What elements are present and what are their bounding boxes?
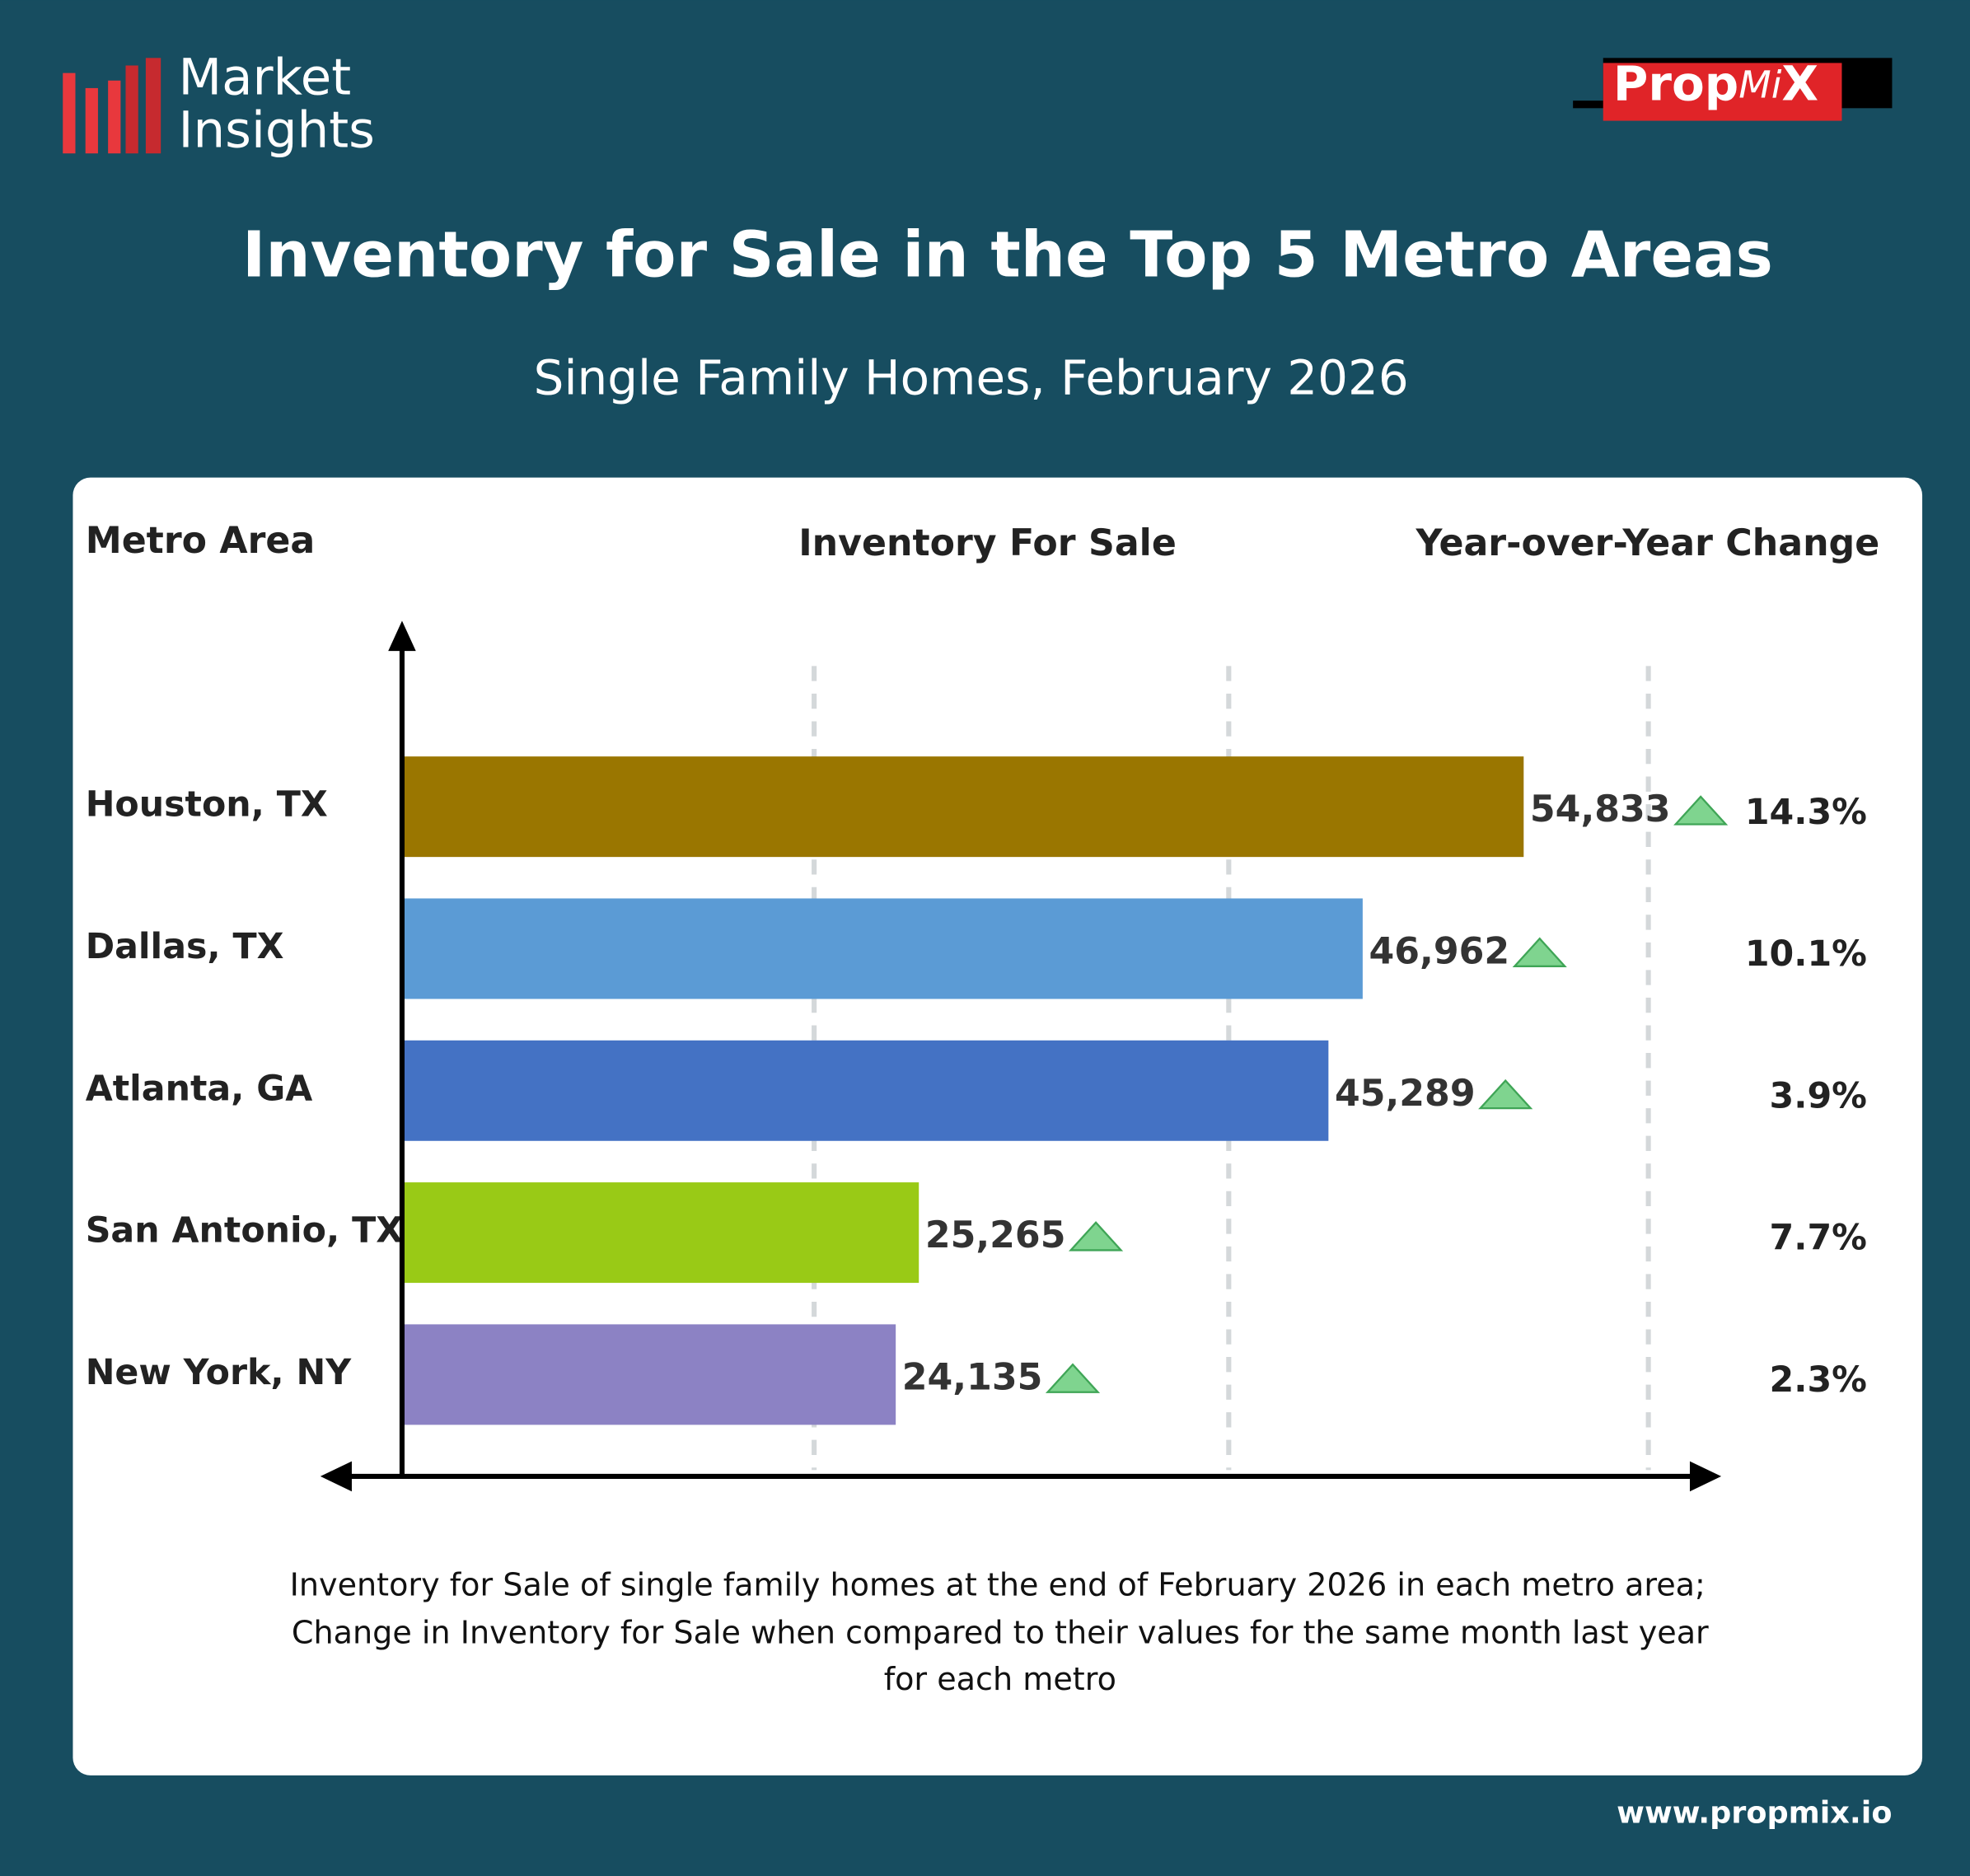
- column-header: Inventory For Sale: [798, 522, 1177, 564]
- yoy-indicator: [1068, 1221, 1124, 1251]
- category-label: Atlanta, GA: [86, 1068, 313, 1109]
- value-label: 54,833: [1530, 788, 1671, 830]
- value-label: 45,289: [1335, 1073, 1476, 1115]
- axis-arrow: [1689, 1461, 1722, 1492]
- plot: Houston, TX 54,833 14.3% Dallas, TX 46,962 10…: [86, 756, 1867, 1425]
- value-label: 46,962: [1369, 931, 1510, 973]
- yoy-indicator: [1478, 1078, 1533, 1110]
- website-url: www.propmix.io: [1617, 1795, 1892, 1831]
- bar: [401, 1040, 1329, 1141]
- value-label: 24,135: [902, 1356, 1043, 1398]
- logo-bar: [125, 65, 138, 154]
- logo-bar: [108, 80, 121, 154]
- partner-deco: [1603, 63, 1842, 121]
- logo-text: Insights: [179, 101, 375, 159]
- partner-logo-part: Prop: [1613, 56, 1738, 112]
- bar: [401, 1182, 919, 1284]
- partner-logo-part: Mi: [1738, 63, 1781, 106]
- yoy-label: 10.1%: [1745, 933, 1867, 975]
- axis-arrow: [320, 1461, 352, 1492]
- axis-arrow: [388, 620, 416, 652]
- bar: [401, 1324, 896, 1425]
- chart-title: Inventory for Sale in the Top 5 Metro Ar…: [242, 218, 1773, 291]
- footnote: Change in Inventory for Sale when compar…: [292, 1615, 1709, 1651]
- category-label: San Antonio, TX: [86, 1210, 404, 1251]
- category-label: Dallas, TX: [86, 926, 284, 967]
- logo-bar: [145, 58, 161, 154]
- partner-logo-part: X: [1781, 56, 1818, 112]
- footnote: Inventory for Sale of single family home…: [290, 1567, 1706, 1603]
- category-label: New York, NY: [86, 1352, 353, 1393]
- partner-deco: [1573, 101, 1611, 109]
- logo-bar: [85, 87, 98, 154]
- value-label: 25,265: [925, 1214, 1066, 1256]
- partner-logo: PropMiX: [1613, 56, 1818, 112]
- category-label: Houston, TX: [86, 784, 328, 826]
- yoy-label: 14.3%: [1745, 792, 1867, 833]
- yoy-indicator: [1045, 1363, 1101, 1393]
- yoy-indicator: [1673, 795, 1729, 826]
- yoy-label: 7.7%: [1770, 1218, 1867, 1259]
- yoy-label: 3.9%: [1770, 1075, 1867, 1116]
- footnote: for each metro: [884, 1661, 1116, 1697]
- yoy-indicator: [1512, 937, 1567, 967]
- logo-bar: [63, 73, 76, 154]
- logo-bars: [63, 58, 161, 154]
- column-header: Metro Area: [86, 520, 316, 562]
- column-header: Year-over-Year Change: [1415, 522, 1880, 564]
- chart-subtitle: Single Family Homes, February 2026: [534, 349, 1409, 405]
- logo-text: Market: [179, 48, 352, 106]
- bar: [401, 756, 1524, 858]
- bar: [401, 898, 1363, 999]
- yoy-label: 2.3%: [1770, 1359, 1867, 1401]
